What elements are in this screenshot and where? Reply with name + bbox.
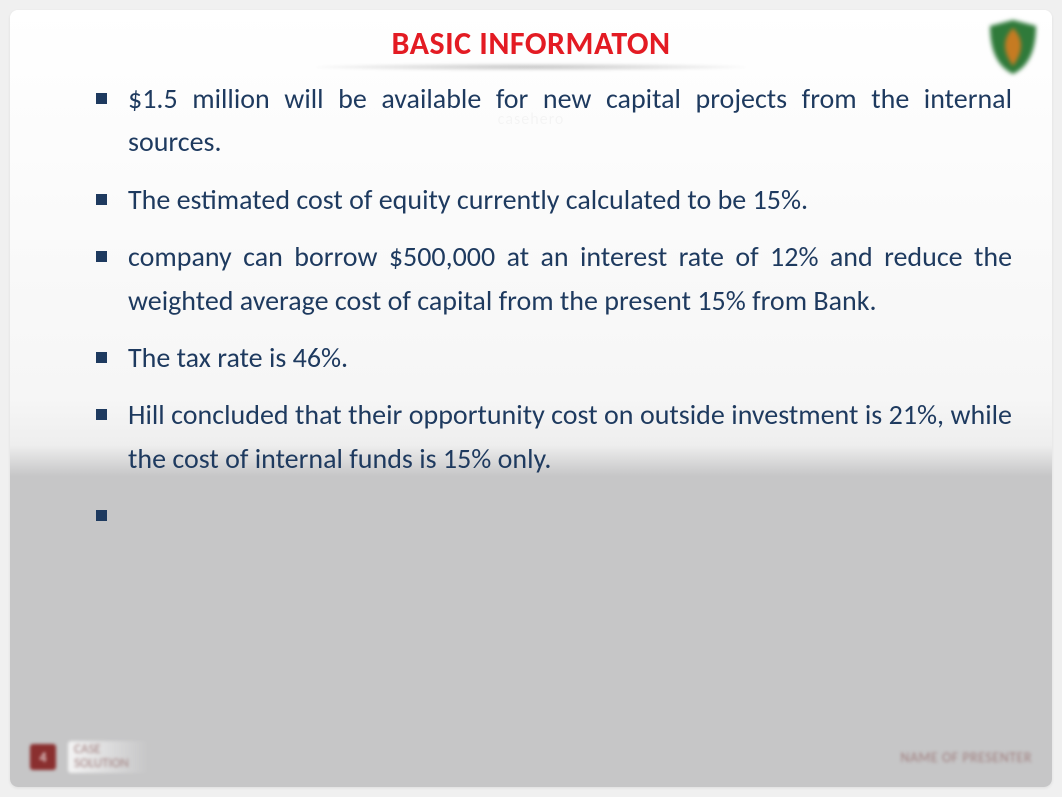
title-underline-shadow: [316, 63, 746, 71]
bullet-item: The tax rate is 46%.: [88, 336, 1012, 379]
bullet-item: Hill concluded that their opportunity co…: [88, 393, 1012, 480]
bullet-item: $1.5 million will be available for new c…: [88, 77, 1012, 164]
footer: 4 CASE SOLUTION NAME OF PRESENTER: [10, 737, 1052, 777]
page-number-badge: 4: [30, 744, 56, 770]
bullet-item: The estimated cost of equity currently c…: [88, 178, 1012, 221]
bullet-list: $1.5 million will be available for new c…: [88, 77, 1012, 480]
footer-left-label: CASE SOLUTION: [68, 741, 149, 774]
slide-title: BASIC INFORMATON: [10, 10, 1052, 63]
slide: BASIC INFORMATON casehero $1.5 million w…: [10, 10, 1052, 787]
footer-left-line2: SOLUTION: [74, 757, 129, 771]
footer-left: 4 CASE SOLUTION: [10, 741, 149, 774]
bullet-item: company can borrow $500,000 at an intere…: [88, 235, 1012, 322]
footer-right-label: NAME OF PRESENTER: [900, 749, 1032, 766]
content-area: $1.5 million will be available for new c…: [10, 77, 1052, 480]
footer-left-line1: CASE: [74, 743, 129, 757]
